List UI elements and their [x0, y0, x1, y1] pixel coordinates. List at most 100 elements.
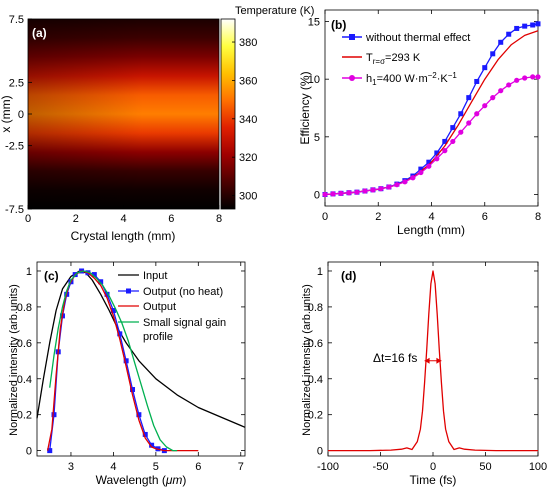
legend-c-4b: profile [143, 331, 173, 343]
data-point [426, 159, 432, 165]
tick-label-y: 5 [314, 132, 320, 144]
data-point [51, 412, 57, 418]
colorbar-title: Temperature (K) [235, 5, 314, 17]
data-point [354, 189, 360, 195]
data-point [482, 103, 488, 109]
data-point [322, 191, 328, 198]
data-point [490, 95, 496, 101]
tick-label-x: -100 [317, 461, 339, 473]
series-line-2 [46, 270, 199, 452]
data-point [402, 179, 408, 185]
data-point [466, 120, 472, 126]
legend-b-2: Tr=σ=293 K [366, 52, 421, 66]
data-point [136, 412, 142, 418]
panel-a: (a) 0 2 4 6 8 7.5 2.5 0 -2.5 -7.5 Crystal length … [0, 5, 314, 243]
data-point [522, 23, 528, 29]
data-point [410, 175, 416, 181]
tick-label-y: 0.2 [17, 410, 32, 422]
data-point [522, 75, 528, 81]
tick-label-x: 7 [238, 461, 244, 473]
panel-a-ylabel: x (mm) [0, 95, 13, 132]
data-point [104, 291, 110, 297]
panel-a-label: (a) [32, 26, 47, 40]
data-point [418, 169, 424, 176]
data-point [47, 448, 53, 454]
tick-label-x: 0 [25, 213, 31, 225]
tick-label-y: 0 [18, 109, 24, 121]
data-point [442, 138, 448, 144]
colorbar-tick-label: 300 [239, 191, 257, 203]
tick-label-y: -7.5 [5, 204, 24, 216]
tick-label-x: 2 [375, 211, 381, 223]
arrow-head-right [436, 357, 442, 364]
data-point [426, 163, 432, 169]
data-point [338, 190, 344, 196]
panel-d: (d) -100 -50 0 50 100 0 0.2 0.4 0.6 0.8 1 Time (fs… [301, 261, 547, 487]
tick-label-x: 50 [479, 461, 491, 473]
tick-label-y: 0.4 [17, 374, 32, 386]
tick-label-y: 0.6 [308, 338, 323, 350]
data-point [378, 186, 384, 192]
tick-label-x: 8 [535, 211, 541, 223]
tick-label-x: 4 [120, 213, 126, 225]
tick-label-x: 3 [68, 461, 74, 473]
data-point [370, 187, 376, 193]
tick-label-y: 0 [314, 189, 320, 201]
panel-c-legend: Input Output (no heat) Output Small sign… [118, 270, 226, 343]
legend-c-4: Small signal gain [143, 317, 226, 329]
data-point [482, 65, 488, 71]
data-point [91, 272, 97, 278]
legend-marker-square-c [126, 288, 131, 294]
data-point [394, 182, 400, 188]
series-line-0 [328, 270, 538, 452]
data-point [506, 31, 512, 37]
arrow-head-left [424, 357, 430, 364]
data-point [434, 156, 440, 162]
tick-label-x: 6 [195, 461, 201, 473]
data-point [418, 166, 424, 172]
data-point [386, 184, 392, 190]
panel-b-ylabel: Efficiency (%) [298, 71, 312, 144]
data-point [535, 21, 541, 27]
tick-label-y: 2.5 [9, 77, 24, 89]
tick-label-x: 8 [216, 213, 222, 225]
panel-b-xlabel: Length (mm) [397, 223, 465, 237]
legend-marker-square [349, 34, 355, 40]
tick-label-x: 5 [153, 461, 159, 473]
data-point [123, 358, 129, 364]
legend-b-1: without thermal effect [365, 32, 470, 44]
legend-c-3: Output [143, 301, 176, 313]
tick-label-x: 100 [529, 461, 547, 473]
legend-b-3: h1=400 W·m−2·K−1 [366, 71, 457, 87]
data-point [458, 129, 464, 135]
legend-c-1: Input [143, 270, 167, 282]
panel-a-xlabel: Crystal length (mm) [71, 229, 176, 243]
colorbar-tick-label: 320 [239, 152, 257, 164]
data-point [450, 138, 456, 145]
data-point [98, 279, 104, 285]
tick-label-y: 0.8 [308, 302, 323, 314]
data-point [110, 308, 116, 313]
series-line-2 [324, 76, 538, 196]
tick-label-x: -50 [373, 461, 389, 473]
tick-label-y: 0.6 [17, 338, 32, 350]
data-point [514, 25, 520, 31]
tick-label-x: 6 [168, 213, 174, 225]
data-point [535, 74, 541, 80]
tick-label-y: 0.8 [17, 302, 32, 314]
data-point [450, 125, 456, 131]
data-point [149, 442, 155, 448]
colorbar-tick-label: 360 [239, 75, 257, 87]
data-point [530, 74, 536, 80]
panel-c: (c) 3 4 5 6 700.20.40.60.81 Wavelength (μm) … [8, 261, 246, 487]
panel-d-frame [327, 261, 539, 457]
panel-c-ylabel: Normalized intensity (arb.units) [8, 284, 20, 436]
data-point [506, 82, 512, 88]
tick-label-y: 0.2 [308, 410, 323, 422]
tick-label-y: 1 [317, 266, 323, 278]
tick-label-x: 6 [482, 211, 488, 223]
tick-label-x: 2 [73, 213, 79, 225]
panel-d-xlabel: Time (fs) [410, 473, 457, 487]
legend-marker-circle [349, 75, 355, 81]
